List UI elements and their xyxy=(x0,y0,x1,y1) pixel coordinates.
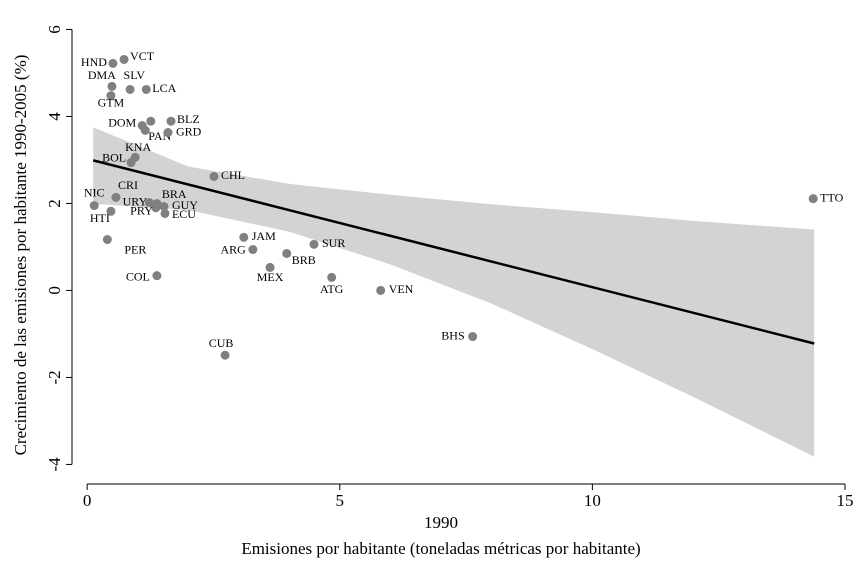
point xyxy=(166,116,176,126)
point xyxy=(808,194,818,204)
point-label: BOL xyxy=(102,150,126,164)
point-label: KNA xyxy=(125,140,151,154)
point xyxy=(159,201,169,211)
point xyxy=(282,248,292,258)
point-label: VCT xyxy=(130,49,155,63)
point-label: COL xyxy=(126,269,150,283)
point-label: NIC xyxy=(84,185,105,199)
point-label: GTM xyxy=(98,95,125,109)
point-label: HND xyxy=(81,55,107,69)
point xyxy=(125,84,135,94)
point xyxy=(220,350,230,360)
point-label: HTI xyxy=(90,211,110,225)
y-axis-title: Crecimiento de las emisiones por habitan… xyxy=(11,55,30,456)
point xyxy=(107,81,117,91)
x-tick-label: 5 xyxy=(336,491,345,510)
y-tick-label: 4 xyxy=(45,112,64,121)
point xyxy=(209,171,219,181)
point xyxy=(146,116,156,126)
point xyxy=(119,54,129,64)
point-label: GUY xyxy=(172,198,198,212)
x-tick-label: 10 xyxy=(584,491,601,510)
point xyxy=(163,128,173,138)
point-label: PER xyxy=(124,242,146,256)
point xyxy=(376,285,386,295)
x-axis-year: 1990 xyxy=(424,513,458,532)
point-label: CUB xyxy=(209,336,234,350)
confidence-band xyxy=(93,127,815,457)
point xyxy=(239,232,249,242)
y-tick-label: 0 xyxy=(45,286,64,295)
point xyxy=(248,245,258,255)
point-label: SLV xyxy=(124,68,146,82)
point-label: BLZ xyxy=(177,112,200,126)
point xyxy=(160,208,170,218)
y-tick-label: 6 xyxy=(45,25,64,34)
point xyxy=(108,58,118,68)
point-label: LCA xyxy=(152,81,176,95)
y-tick-label: -4 xyxy=(45,457,64,472)
x-tick-label: 15 xyxy=(837,491,853,510)
point-label: BRB xyxy=(292,253,316,267)
point xyxy=(106,91,116,101)
point-label: BRA xyxy=(162,187,187,201)
point xyxy=(152,271,162,281)
point xyxy=(151,203,161,213)
point-label: DOM xyxy=(108,115,136,129)
point-label: CRI xyxy=(118,178,138,192)
point-label: JAM xyxy=(252,229,276,243)
point xyxy=(106,206,116,216)
point xyxy=(144,198,154,208)
point-label: CHL xyxy=(221,168,245,182)
point-label: BHS xyxy=(441,328,464,342)
point xyxy=(327,272,337,282)
point-label: GRD xyxy=(176,124,202,138)
point xyxy=(468,332,478,342)
y-tick-label: 2 xyxy=(45,199,64,208)
point-label: TTO xyxy=(820,190,843,204)
point-label: DMA xyxy=(88,68,116,82)
point xyxy=(140,125,150,135)
point xyxy=(309,239,319,249)
fit-line xyxy=(92,159,815,345)
point-label: VEN xyxy=(389,282,414,296)
point-label: ATG xyxy=(320,282,344,296)
point-label: MEX xyxy=(257,270,284,284)
point xyxy=(126,158,136,168)
point-label: URY xyxy=(123,194,148,208)
point-label: ARG xyxy=(221,242,247,256)
point-label: SUR xyxy=(322,236,345,250)
y-tick-label: -2 xyxy=(45,370,64,384)
point xyxy=(265,262,275,272)
point xyxy=(141,84,151,94)
point xyxy=(102,235,112,245)
point-label: PRY xyxy=(130,204,153,218)
point xyxy=(111,192,121,202)
point xyxy=(89,201,99,211)
x-tick-label: 0 xyxy=(83,491,92,510)
point-label: ECU xyxy=(172,207,196,221)
x-axis-title: Emisiones por habitante (toneladas métri… xyxy=(241,539,640,558)
